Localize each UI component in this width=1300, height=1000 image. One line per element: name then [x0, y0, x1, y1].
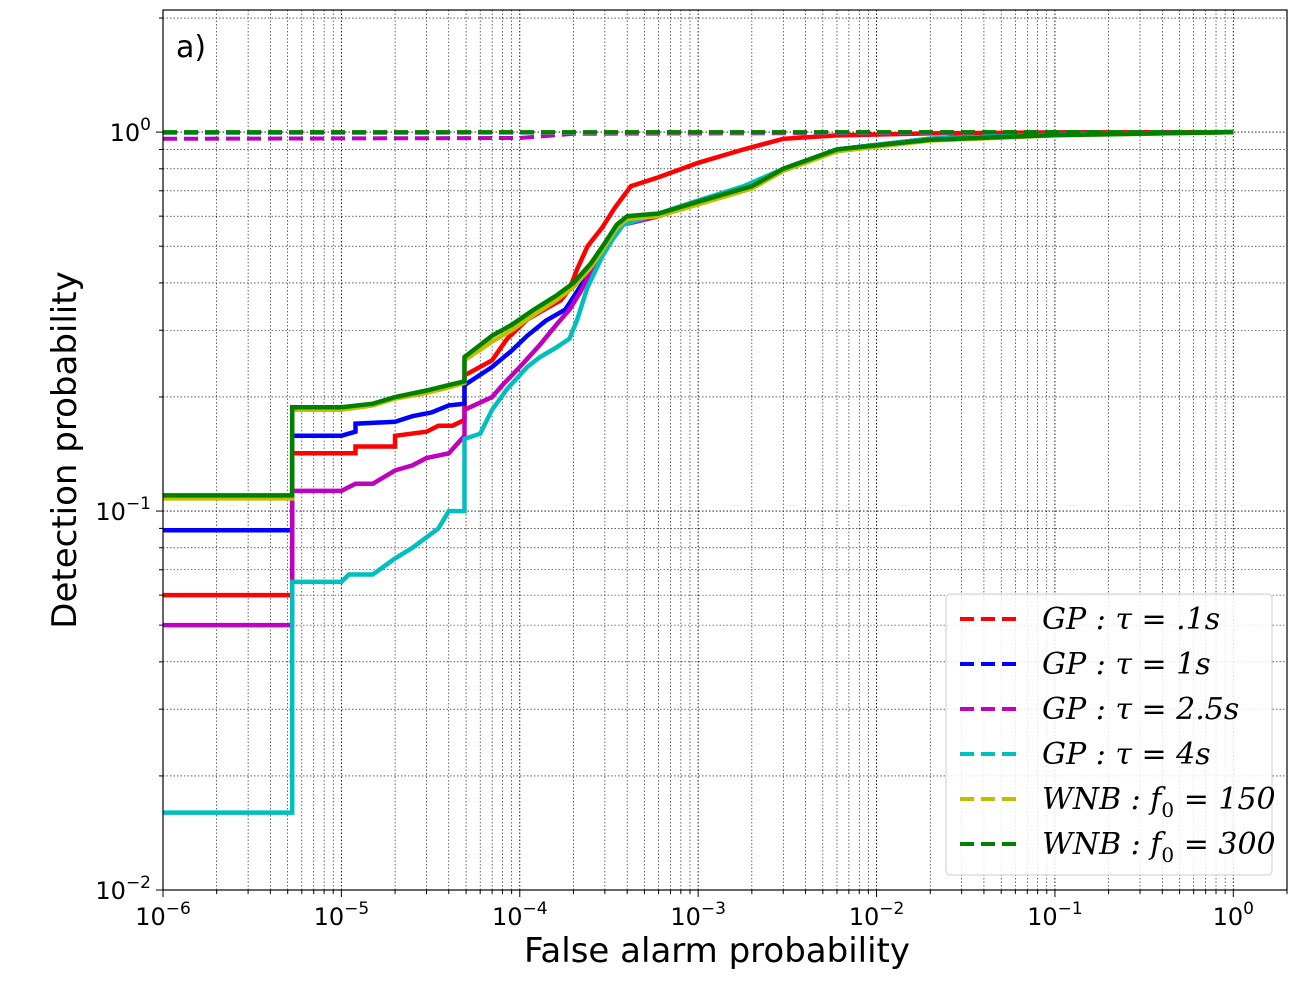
legend-label: GP : τ = 1s	[1042, 647, 1211, 682]
x-tick-label: 10−5	[314, 899, 370, 931]
axis-ticks	[156, 17, 1288, 897]
x-tick-label: 10−3	[670, 899, 726, 931]
y-axis-label: Detection probability	[45, 271, 85, 628]
legend-entry: GP : τ = 1s	[960, 647, 1211, 682]
plot-curves	[162, 129, 1234, 815]
y-tick-label: 10−1	[95, 494, 151, 526]
legend-entry: WNB : f0 = 300	[960, 827, 1276, 867]
plot-frame	[162, 9, 1288, 891]
y-tick-label: 100	[110, 115, 151, 147]
y-tick-label: 10−2	[95, 873, 151, 905]
legend-entry: GP : τ = 2.5s	[960, 692, 1239, 727]
legend-box	[945, 593, 1273, 876]
x-tick-label: 10−6	[135, 899, 191, 931]
legend-entry: GP : τ = .1s	[960, 602, 1220, 637]
legend-label: GP : τ = 2.5s	[1042, 692, 1239, 727]
legend: GP : τ = .1s GP : τ = 1s GP : τ = 2.5s GP :…	[945, 593, 1276, 876]
legend-label: GP : τ = .1s	[1042, 602, 1220, 637]
x-tick-label: 10−2	[849, 899, 905, 931]
series-roc-line	[163, 129, 1234, 498]
x-axis-label: False alarm probability	[524, 931, 910, 971]
panel-label: a)	[176, 30, 206, 65]
x-tick-label: 10−1	[1027, 899, 1083, 931]
x-tick-label: 10−4	[492, 899, 548, 931]
legend-entry: GP : τ = 4s	[960, 737, 1211, 772]
series-5	[163, 129, 1234, 498]
axis-tick-labels: 10−6 10−5 10−4 10−3 10−2 10−1 100 10−2 10−1 100	[95, 115, 1254, 931]
legend-label: WNB : f0 = 300	[1042, 827, 1276, 867]
legend-entry: WNB : f0 = 150	[960, 782, 1276, 822]
legend-label: GP : τ = 4s	[1042, 737, 1211, 772]
legend-label: WNB : f0 = 150	[1042, 782, 1276, 822]
x-tick-label: 100	[1213, 899, 1254, 931]
